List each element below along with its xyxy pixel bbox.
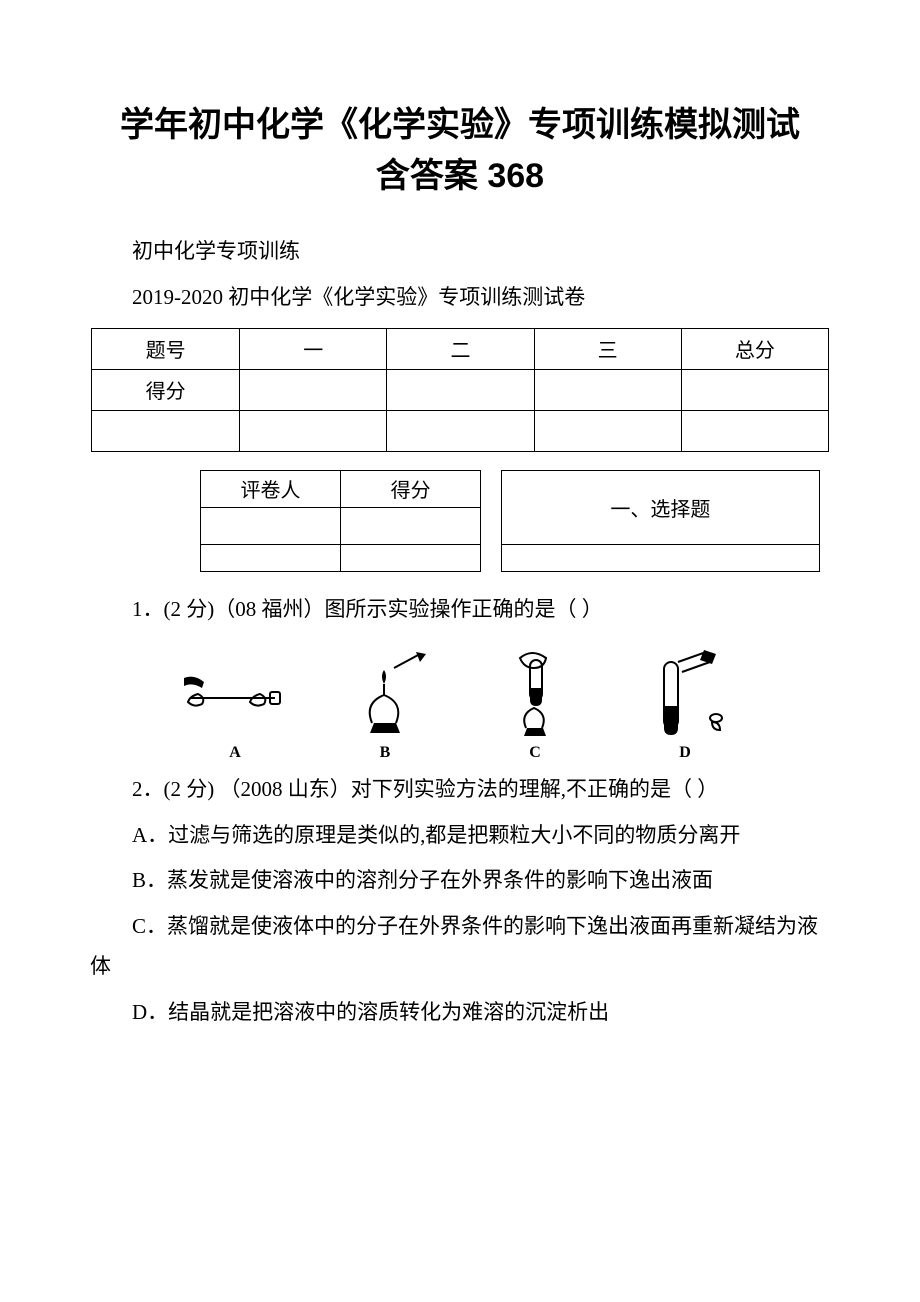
section-cell — [201, 507, 341, 544]
score-cell — [534, 410, 681, 451]
score-cell: 二 — [387, 328, 534, 369]
page-title: 学年初中化学《化学实验》专项训练模拟测试 含答案 368 — [90, 100, 830, 202]
table-row — [92, 410, 829, 451]
header-note: 初中化学专项训练 — [90, 232, 830, 272]
title-line-1: 学年初中化学《化学实验》专项训练模拟测试 — [120, 106, 800, 144]
drawing-b-icon — [330, 648, 440, 738]
section-cell — [501, 544, 819, 571]
drawing-d-icon — [630, 648, 740, 738]
exam-title: 2019-2020 初中化学《化学实验》专项训练测试卷 — [90, 278, 830, 318]
illus-a: A — [180, 648, 290, 762]
score-cell: 一 — [240, 328, 387, 369]
q2-stem: 2．(2 分) （2008 山东）对下列实验方法的理解,不正确的是（ ） — [90, 770, 830, 810]
illus-label: C — [529, 744, 541, 762]
q2-optD: D．结晶就是把溶液中的溶质转化为难溶的沉淀析出 — [90, 993, 830, 1033]
illus-b: B — [330, 648, 440, 762]
table-row: 题号 一 二 三 总分 — [92, 328, 829, 369]
section-cell: 一、选择题 — [501, 470, 819, 544]
q1-stem: 1．(2 分)（08 福州）图所示实验操作正确的是（ ） — [90, 590, 830, 630]
section-cell — [341, 507, 481, 544]
section-cell: 得分 — [341, 470, 481, 507]
drawing-a-icon — [180, 648, 290, 738]
section-table: 评卷人 得分 一、选择题 — [200, 470, 820, 572]
score-table: 题号 一 二 三 总分 得分 — [91, 328, 829, 452]
score-cell — [681, 410, 828, 451]
section-cell: 评卷人 — [201, 470, 341, 507]
score-cell: 题号 — [92, 328, 240, 369]
score-cell — [681, 369, 828, 410]
q2-optC: C．蒸馏就是使液体中的分子在外界条件的影响下逸出液面再重新凝结为液体 — [90, 907, 830, 987]
illus-label: A — [229, 744, 241, 762]
score-cell — [92, 410, 240, 451]
illus-label: D — [679, 744, 691, 762]
drawing-c-icon — [480, 648, 590, 738]
score-cell: 得分 — [92, 369, 240, 410]
score-cell — [240, 369, 387, 410]
section-cell — [201, 544, 341, 571]
score-cell: 三 — [534, 328, 681, 369]
section-cell — [341, 544, 481, 571]
score-cell — [387, 369, 534, 410]
score-cell — [240, 410, 387, 451]
title-line-2: 含答案 368 — [376, 157, 544, 195]
score-cell: 总分 — [681, 328, 828, 369]
q2-optA-text: A．过滤与筛选的原理是类似的,都是把颗粒大小不同的物质分离开 — [132, 823, 740, 847]
q2-optA: A．过滤与筛选的原理是类似的,都是把颗粒大小不同的物质分离开 — [90, 816, 830, 856]
illus-d: D — [630, 648, 740, 762]
score-cell — [534, 369, 681, 410]
q2-optC-text: C．蒸馏就是使液体中的分子在外界条件的影响下逸出液面再重新凝结为液体 — [90, 914, 818, 978]
score-cell — [387, 410, 534, 451]
q2-optB: B．蒸发就是使溶液中的溶剂分子在外界条件的影响下逸出液面 — [90, 861, 830, 901]
q1-illustrations: A B — [90, 648, 830, 762]
section-gap — [481, 470, 502, 571]
table-row: 得分 — [92, 369, 829, 410]
illus-label: B — [380, 744, 391, 762]
table-row — [201, 544, 820, 571]
table-row: 评卷人 得分 一、选择题 — [201, 470, 820, 507]
illus-c: C — [480, 648, 590, 762]
